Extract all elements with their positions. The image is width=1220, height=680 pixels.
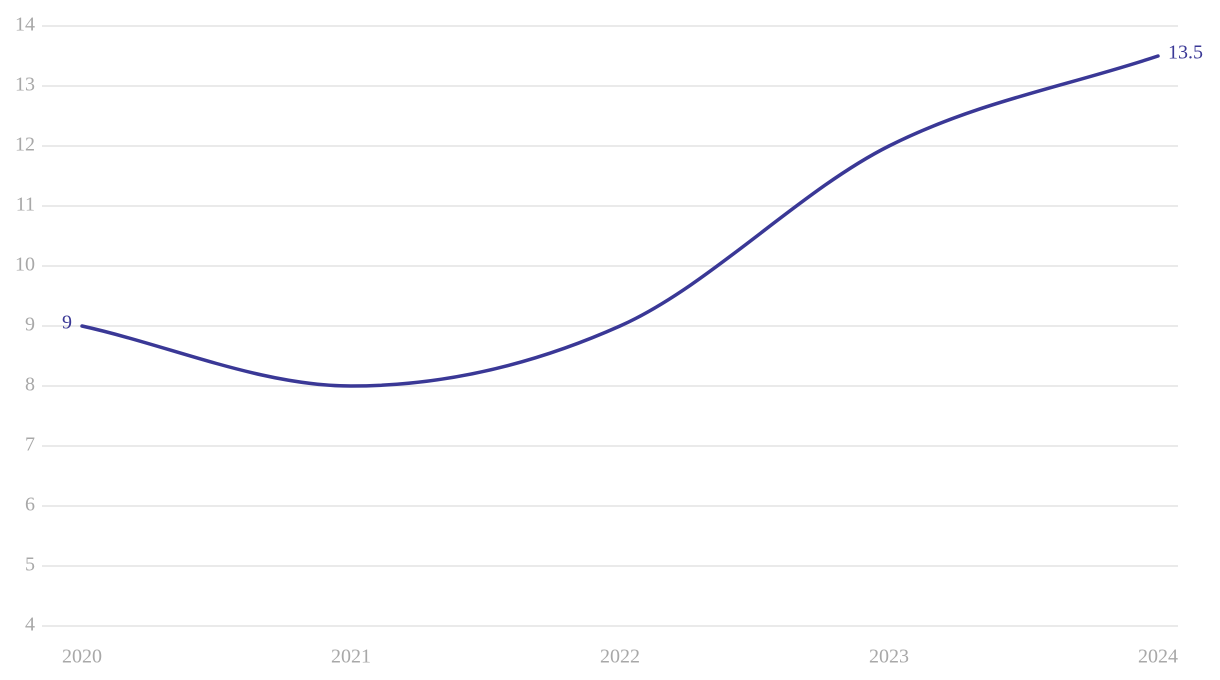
y-tick-label: 11 bbox=[16, 194, 35, 216]
y-tick-label: 4 bbox=[25, 614, 35, 636]
y-tick-label: 7 bbox=[25, 434, 35, 456]
y-tick-label: 8 bbox=[25, 374, 35, 396]
data-label: 9 bbox=[62, 312, 72, 334]
y-tick-label: 13 bbox=[15, 74, 35, 96]
x-tick-label: 2022 bbox=[600, 646, 640, 668]
x-tick-label: 2024 bbox=[1138, 646, 1178, 668]
x-tick-label: 2023 bbox=[869, 646, 909, 668]
y-tick-label: 14 bbox=[15, 14, 35, 36]
line bbox=[80, 54, 1160, 388]
y-tick-label: 9 bbox=[25, 314, 35, 336]
x-tick-label: 2021 bbox=[331, 646, 371, 668]
data-label: 13.5 bbox=[1168, 42, 1203, 64]
y-tick-label: 5 bbox=[25, 554, 35, 576]
y-tick-label: 6 bbox=[25, 494, 35, 516]
y-tick-label: 10 bbox=[15, 254, 35, 276]
x-tick-label: 2020 bbox=[62, 646, 102, 668]
y-tick-label: 12 bbox=[15, 134, 35, 156]
